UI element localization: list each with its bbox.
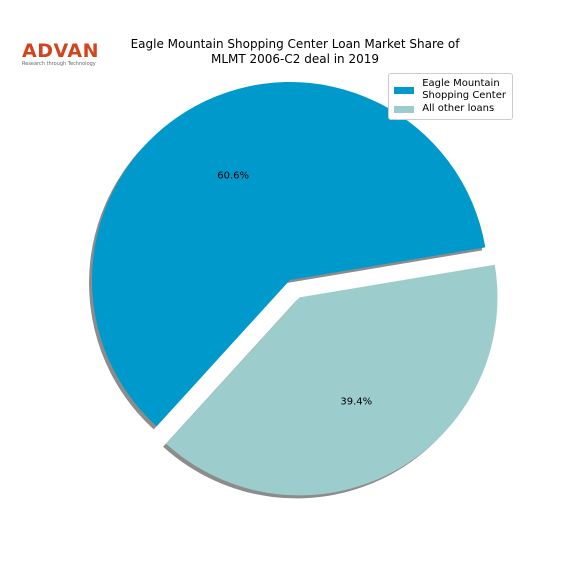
- chart-title: Eagle Mountain Shopping Center Loan Mark…: [130, 37, 460, 66]
- legend-label: Eagle Mountain Shopping Center: [422, 78, 506, 101]
- legend-swatch: [394, 105, 415, 113]
- value-label: 60.6%: [217, 171, 249, 182]
- pie-slice: [91, 82, 486, 427]
- legend-label: All other loans: [422, 103, 495, 114]
- logo-text: ADVAN: [22, 40, 99, 62]
- value-label: 39.4%: [340, 397, 372, 408]
- pie-slice: [166, 264, 498, 496]
- legend-swatch: [394, 86, 415, 94]
- legend-entry: All other loans: [394, 103, 506, 115]
- logo-tagline: Research through Technology: [22, 61, 96, 67]
- logo: ADVAN Research through Technology: [22, 40, 99, 68]
- legend-entry: Eagle Mountain Shopping Center: [394, 78, 506, 102]
- legend: Eagle Mountain Shopping Center All other …: [388, 73, 513, 120]
